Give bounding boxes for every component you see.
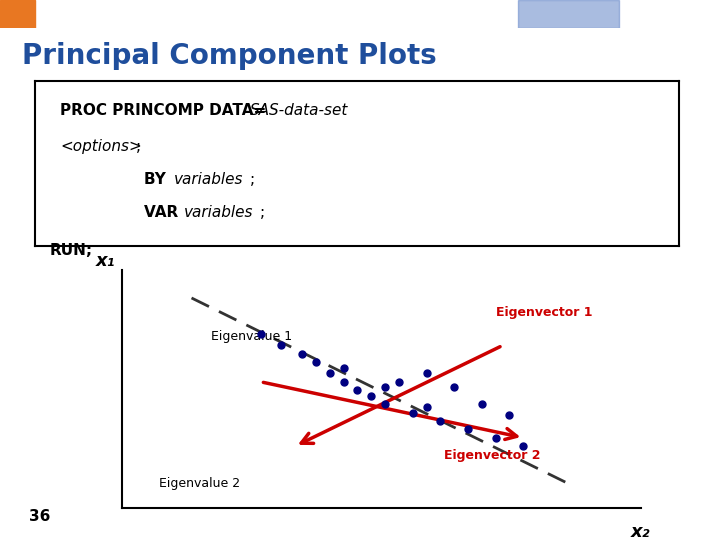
- Point: [420, 403, 432, 411]
- Point: [366, 392, 377, 400]
- Text: x₁: x₁: [95, 252, 115, 270]
- Text: RUN;: RUN;: [50, 244, 93, 258]
- Text: Eigenvalue 1: Eigenvalue 1: [210, 330, 292, 343]
- Point: [490, 434, 501, 442]
- Point: [476, 400, 487, 408]
- Point: [407, 408, 418, 417]
- Point: [276, 341, 287, 350]
- Bar: [0, 0, 35, 28]
- Point: [504, 411, 516, 420]
- Point: [324, 369, 336, 378]
- Point: [518, 442, 529, 450]
- Point: [435, 417, 446, 426]
- Text: 36: 36: [29, 509, 50, 524]
- Point: [379, 400, 391, 408]
- Point: [338, 377, 349, 386]
- Point: [379, 383, 391, 391]
- Text: VAR: VAR: [144, 205, 184, 220]
- Text: Eigenvalue 2: Eigenvalue 2: [158, 477, 240, 490]
- Text: Principal Component Plots: Principal Component Plots: [22, 43, 436, 70]
- Text: PROC PRINCOMP DATA=: PROC PRINCOMP DATA=: [60, 103, 266, 118]
- Point: [310, 358, 322, 367]
- Point: [351, 386, 363, 395]
- Text: variables: variables: [184, 205, 253, 220]
- Text: variables: variables: [174, 172, 243, 187]
- Point: [297, 349, 308, 358]
- Point: [449, 383, 460, 391]
- Text: ;: ;: [136, 139, 141, 154]
- Text: x₂: x₂: [631, 523, 651, 540]
- Point: [420, 369, 432, 378]
- Point: [338, 363, 349, 372]
- Point: [393, 377, 405, 386]
- Text: ;: ;: [249, 172, 255, 187]
- Text: BY: BY: [144, 172, 171, 187]
- Text: Eigenvector 1: Eigenvector 1: [495, 306, 592, 319]
- Text: Eigenvector 2: Eigenvector 2: [444, 449, 540, 462]
- Text: <options>: <options>: [60, 139, 142, 154]
- Point: [462, 425, 474, 434]
- Text: ;: ;: [259, 205, 264, 220]
- Point: [255, 330, 266, 339]
- Text: SAS-data-set: SAS-data-set: [250, 103, 348, 118]
- Bar: [518, 0, 619, 28]
